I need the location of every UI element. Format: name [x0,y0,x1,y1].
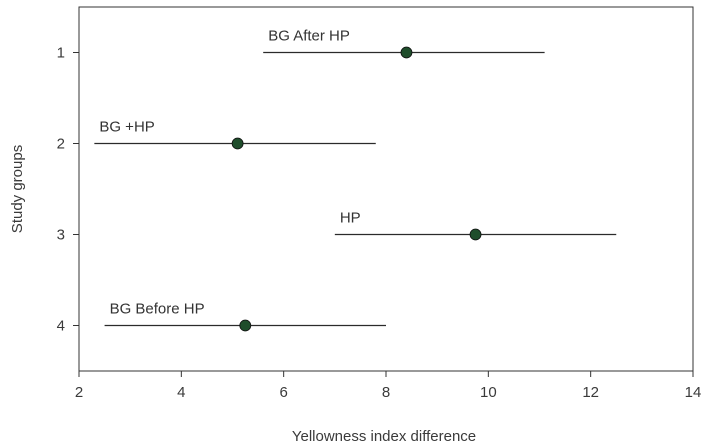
x-tick-label: 6 [279,384,287,401]
group-label: BG Before HP [110,301,205,318]
group-label: BG After HP [268,28,350,45]
y-tick-label: 4 [57,318,65,335]
y-tick-label: 3 [57,227,65,244]
mean-point [400,46,413,59]
x-axis: 2 4 6 8 10 12 14 [75,371,701,401]
x-tick-label: 12 [582,384,599,401]
x-tick-label: 10 [480,384,497,401]
x-tick-label: 4 [177,384,185,401]
mean-point [469,228,482,241]
y-axis: 1 2 3 4 [57,45,79,335]
x-axis-title: Yellowness index difference [292,428,476,445]
group-label: BG +HP [99,119,154,136]
group-label: HP [340,210,361,227]
y-axis-title: Study groups [9,145,26,233]
y-tick-label: 1 [57,45,65,62]
mean-point [239,319,252,332]
x-tick-label: 8 [382,384,390,401]
data-marks: BG After HP BG +HP HP BG Before HP [94,28,617,332]
y-tick-label: 2 [57,136,65,153]
mean-point [231,137,244,150]
x-tick-label: 2 [75,384,83,401]
x-tick-label: 14 [685,384,701,401]
